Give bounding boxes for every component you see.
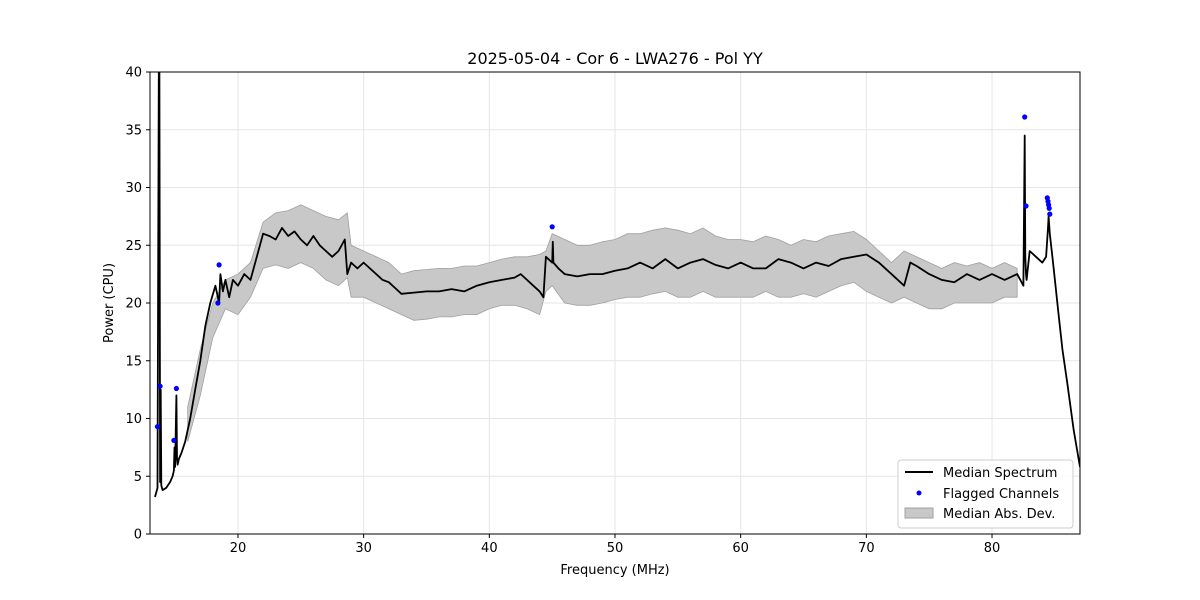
flagged-channel-point (171, 437, 177, 443)
legend-box (897, 459, 1074, 529)
legend-mad-swatch (904, 507, 934, 519)
y-tick-label: 10 (125, 412, 142, 427)
mad-band-layer (187, 204, 1018, 442)
y-tick-label: 20 (125, 297, 142, 312)
legend-median-label: Median Spectrum (943, 466, 1057, 481)
x-tick-label: 70 (858, 541, 875, 556)
x-tick-label: 20 (230, 541, 247, 556)
x-tick-label: 80 (984, 541, 1001, 556)
flagged-channel-point (1047, 211, 1053, 217)
y-axis-label: Power (CPU) (102, 263, 117, 343)
flagged-channel-point (157, 383, 163, 389)
flagged-channel-point (1046, 205, 1052, 211)
flagged-channel-point (216, 262, 222, 268)
x-tick-label: 40 (481, 541, 498, 556)
flagged-channel-point (215, 300, 221, 306)
y-tick-label: 35 (125, 123, 142, 138)
median-spectrum-line (154, 72, 1080, 498)
y-tick-label: 30 (125, 181, 142, 196)
flagged-channel-point (1022, 114, 1028, 120)
x-axis-ticks: 20 30 40 50 60 70 80 (230, 534, 1001, 556)
x-axis-label: Frequency (MHz) (560, 563, 669, 578)
legend-flagged-swatch (916, 490, 922, 496)
flagged-channel-point (173, 385, 179, 392)
flagged-channel-point (549, 224, 555, 230)
mad-band (187, 204, 1018, 442)
legend: Median Spectrum Flagged Channels Median … (897, 459, 1074, 529)
y-tick-label: 5 (134, 470, 142, 485)
y-tick-label: 40 (125, 66, 142, 81)
flagged-channel-point (1023, 203, 1029, 209)
x-tick-label: 60 (732, 541, 749, 556)
flagged-channel-point (154, 424, 161, 430)
y-tick-label: 15 (125, 354, 142, 369)
chart-title: 2025-05-04 - Cor 6 - LWA276 - Pol YY (467, 49, 763, 68)
x-tick-label: 50 (607, 541, 624, 556)
y-tick-label: 0 (134, 528, 142, 543)
legend-mad-label: Median Abs. Dev. (943, 507, 1055, 522)
y-axis-ticks: 0 5 10 15 20 25 30 35 40 (125, 66, 150, 543)
flagged-points-layer (154, 114, 1053, 443)
x-tick-label: 30 (355, 541, 372, 556)
y-tick-label: 25 (125, 239, 142, 254)
median-line-layer (154, 72, 1080, 498)
legend-flagged-label: Flagged Channels (943, 487, 1059, 502)
